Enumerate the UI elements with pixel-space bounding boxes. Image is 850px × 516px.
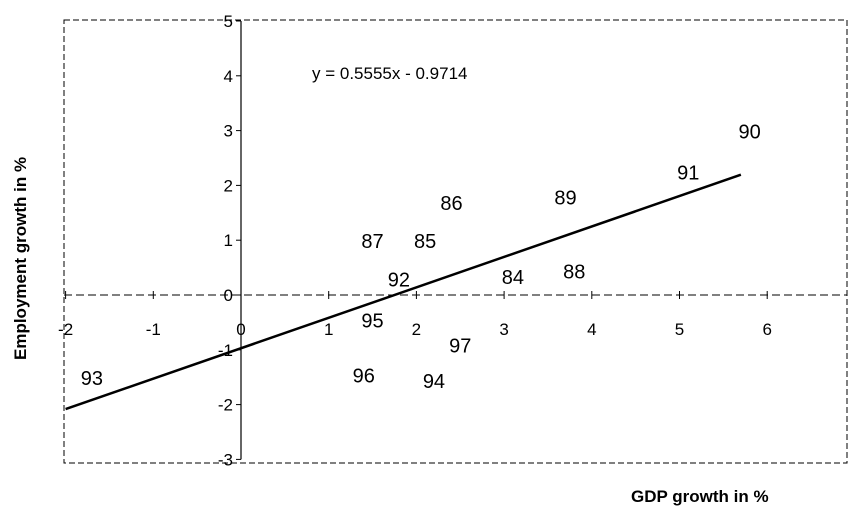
y-tick-label: -1 (218, 341, 233, 360)
trendline-group (65, 173, 742, 411)
data-point-96: 96 (353, 365, 375, 387)
y-tick-label: 2 (224, 176, 233, 195)
y-tick-label: 3 (224, 122, 233, 141)
trendline (65, 173, 742, 411)
data-point-90: 90 (739, 122, 761, 144)
x-tick-label: -2 (58, 320, 73, 339)
x-tick-label: 2 (412, 320, 421, 339)
x-tick-label: 5 (675, 320, 684, 339)
y-tick-label: 5 (224, 12, 233, 31)
data-point-89: 89 (554, 187, 576, 209)
plot-area-border (63, 19, 848, 464)
data-point-91: 91 (677, 163, 699, 185)
y-tick-label: -2 (218, 396, 233, 415)
data-point-97: 97 (449, 335, 471, 357)
data-point-85: 85 (414, 231, 436, 253)
x-tick-label: 6 (762, 320, 771, 339)
data-point-93: 93 (81, 368, 103, 390)
y-tick-label: 1 (224, 231, 233, 250)
x-tick-label: 1 (324, 320, 333, 339)
data-point-87: 87 (361, 231, 383, 253)
y-tick-label: 4 (224, 67, 233, 86)
data-point-92: 92 (388, 270, 410, 292)
y-tick-label: 0 (224, 286, 233, 305)
y-tick-label: -3 (218, 450, 233, 469)
x-tick-label: 0 (236, 320, 245, 339)
x-tick-label: 4 (587, 320, 596, 339)
x-tick-label: -1 (146, 320, 161, 339)
data-point-86: 86 (440, 193, 462, 215)
axes (64, 20, 847, 460)
data-point-88: 88 (563, 261, 585, 283)
trendline-equation: y = 0.5555x - 0.9714 (312, 64, 467, 83)
data-point-84: 84 (502, 267, 524, 289)
y-axis-label: Employment growth in % (11, 157, 30, 360)
data-point-95: 95 (361, 311, 383, 333)
x-tick-label: 3 (499, 320, 508, 339)
data-point-94: 94 (423, 371, 445, 393)
x-axis-label: GDP growth in % (631, 487, 769, 506)
